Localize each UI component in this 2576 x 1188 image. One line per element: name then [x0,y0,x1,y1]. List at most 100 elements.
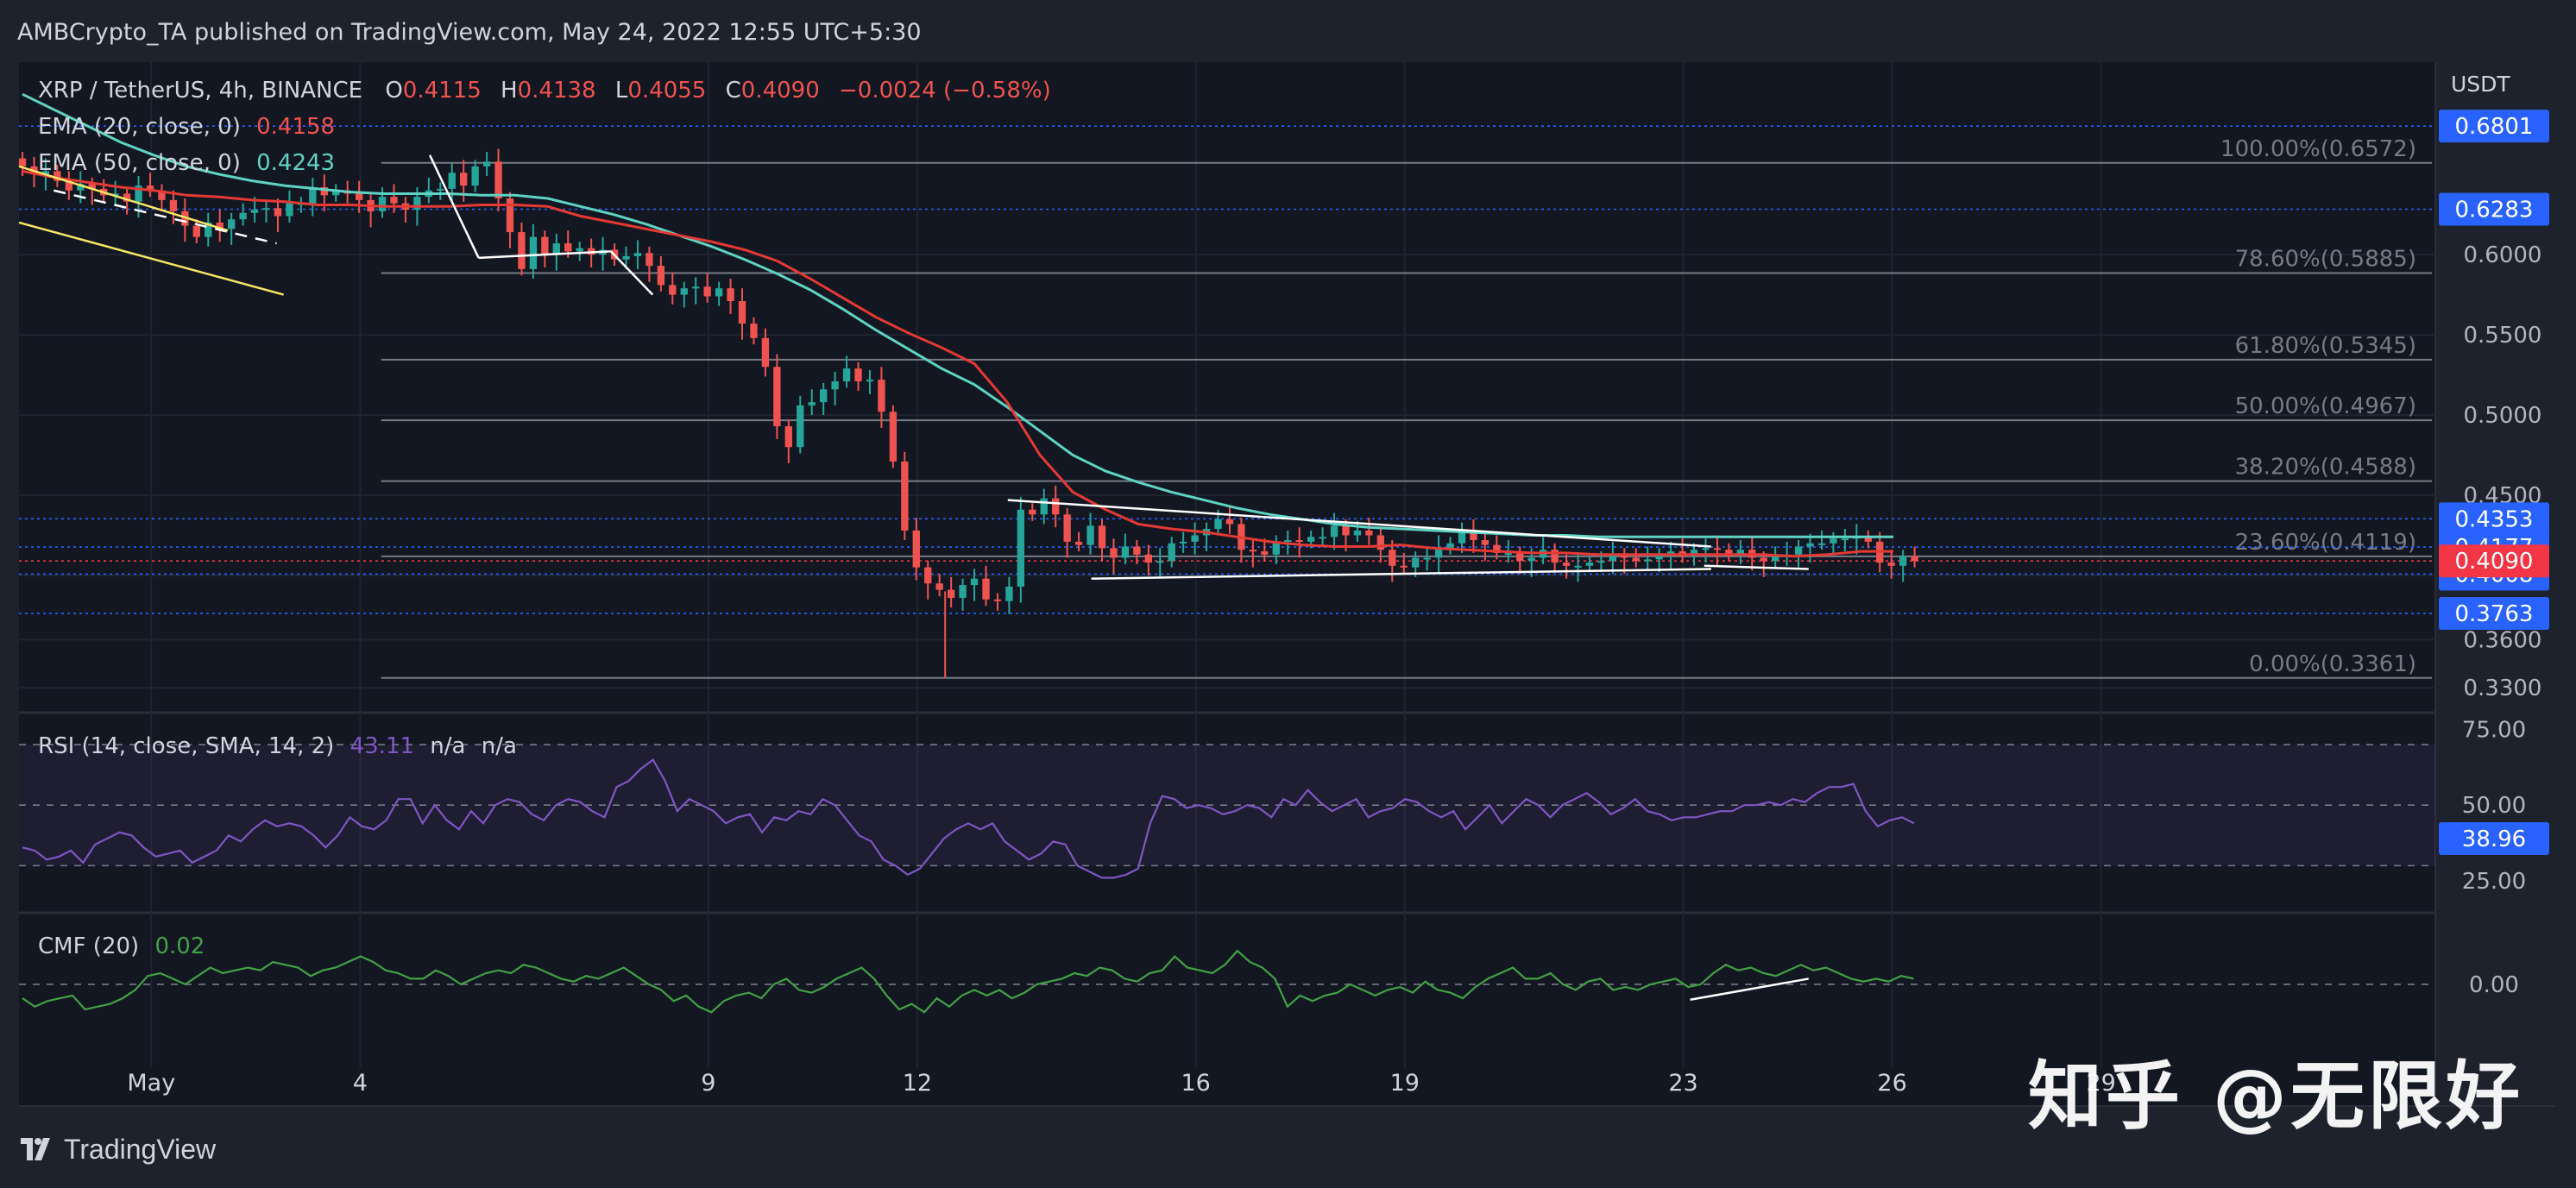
price-axis: 0.33000.36000.40000.45000.50000.55000.60… [2439,110,2549,998]
candle-body [1817,543,1826,545]
rsi-tick-label: 50.00 [2462,793,2526,819]
candle-body [390,197,398,204]
candle-body [65,180,73,191]
candle-body [1574,565,1582,568]
cmf-trend-line [1690,977,1809,1001]
candle-body [797,405,804,448]
price-tick-label: 0.5000 [2464,403,2542,429]
candle-body [192,225,200,237]
candle-body [1830,538,1837,544]
candle-body [1342,525,1350,536]
candle-body [1376,535,1385,550]
triangle-lower-line [1091,568,1711,580]
candle-body [437,188,444,191]
fib-level-label: 61.80%(0.5345) [2235,333,2416,359]
candle-body [1911,556,1918,562]
tradingview-logo[interactable]: TradingView [21,1128,216,1170]
candle-body [41,171,50,175]
channel-lower-line [18,221,284,296]
candle-body [1806,543,1814,547]
fib-level-label: 100.00%(0.6572) [2220,136,2416,162]
price-badge: 0.3763 [2455,601,2534,627]
candle-body [518,232,526,269]
candle-body [1887,563,1895,566]
candle-body [715,288,723,297]
candle-body [1040,498,1048,515]
candle-body [1736,550,1744,555]
candle-body [460,173,468,186]
ema50-value: 0.4243 [256,150,335,176]
triangle-end-line [1704,564,1809,570]
fib-level-label: 0.00%(0.3361) [2249,651,2416,677]
fib-level-label: 23.60%(0.4119) [2235,530,2416,556]
candle-body [808,402,816,405]
legend-high: 0.4138 [518,78,596,104]
legend-rsi: RSI (14, close, SMA, 14, 2) 43.11 n/a n/… [38,733,517,759]
rsi-extra-1: n/a [430,733,465,759]
time-tick-label: 9 [701,1070,715,1097]
candle-body [227,219,236,229]
candle-body [529,236,538,269]
candle-body [1632,557,1640,562]
candle-body [1562,563,1571,566]
candle-body [1389,550,1396,566]
support-resistance-lines [19,125,2435,614]
candle-body [1098,525,1106,549]
candle-body [1760,557,1767,562]
candle-body [842,368,851,381]
legend-high-label: H [501,78,518,104]
watermark: 知乎 @无限好 [2028,1053,2523,1140]
candle-body [820,389,828,403]
candle-body [111,193,119,196]
price-badge: 0.4353 [2455,506,2534,532]
candle-body [88,184,96,189]
candle-body [1772,556,1779,562]
candle-body [1458,531,1466,544]
candle-body [135,185,142,202]
fib-level-label: 38.20%(0.4588) [2235,455,2416,481]
price-badge-bg [2439,597,2549,631]
legend-symbol[interactable]: XRP / TetherUS, 4h, BINANCE [38,78,362,104]
legend-low: 0.4055 [627,78,706,104]
candle-body [1365,530,1373,536]
candle-body [959,585,967,598]
candle-body [1446,543,1454,549]
candle-body [1527,557,1535,562]
legend-cmf: CMF (20) 0.02 [38,933,205,959]
ema20-value: 0.4158 [256,114,335,140]
cmf-label[interactable]: CMF (20) [38,933,139,959]
arrow-line [428,154,480,259]
candle-body [1214,519,1222,530]
candle-body [1307,537,1315,542]
candle-body [773,367,781,427]
candle-body [1481,540,1490,545]
candle-body [1029,509,1036,515]
price-badge: 0.6801 [2455,114,2534,140]
rsi-label[interactable]: RSI (14, close, SMA, 14, 2) [38,733,334,759]
candle-body [181,211,189,226]
candle-body [1434,548,1443,558]
ema20-label[interactable]: EMA (20, close, 0) [38,114,241,140]
candle-body [1261,551,1269,555]
candle-body [1353,530,1362,536]
legend-low-label: L [615,78,628,104]
candle-body [216,222,224,229]
candle-body [669,285,677,295]
time-tick-label: May [127,1070,175,1097]
candle-body [146,185,154,191]
candle-body [727,288,734,302]
time-tick-label: 29 [2087,1070,2116,1097]
candle-body [158,190,166,200]
last-price-badge-bg [2439,544,2549,578]
candle-body [494,161,502,199]
candle-body [18,158,27,167]
candle-body [239,212,247,220]
candle-body [1017,509,1025,587]
ema-lines [22,92,1893,558]
flag-line [478,250,611,260]
candle-body [1794,546,1803,555]
candle-body [1063,514,1071,542]
candle-body [1272,541,1280,555]
ema50-label[interactable]: EMA (50, close, 0) [38,150,241,176]
